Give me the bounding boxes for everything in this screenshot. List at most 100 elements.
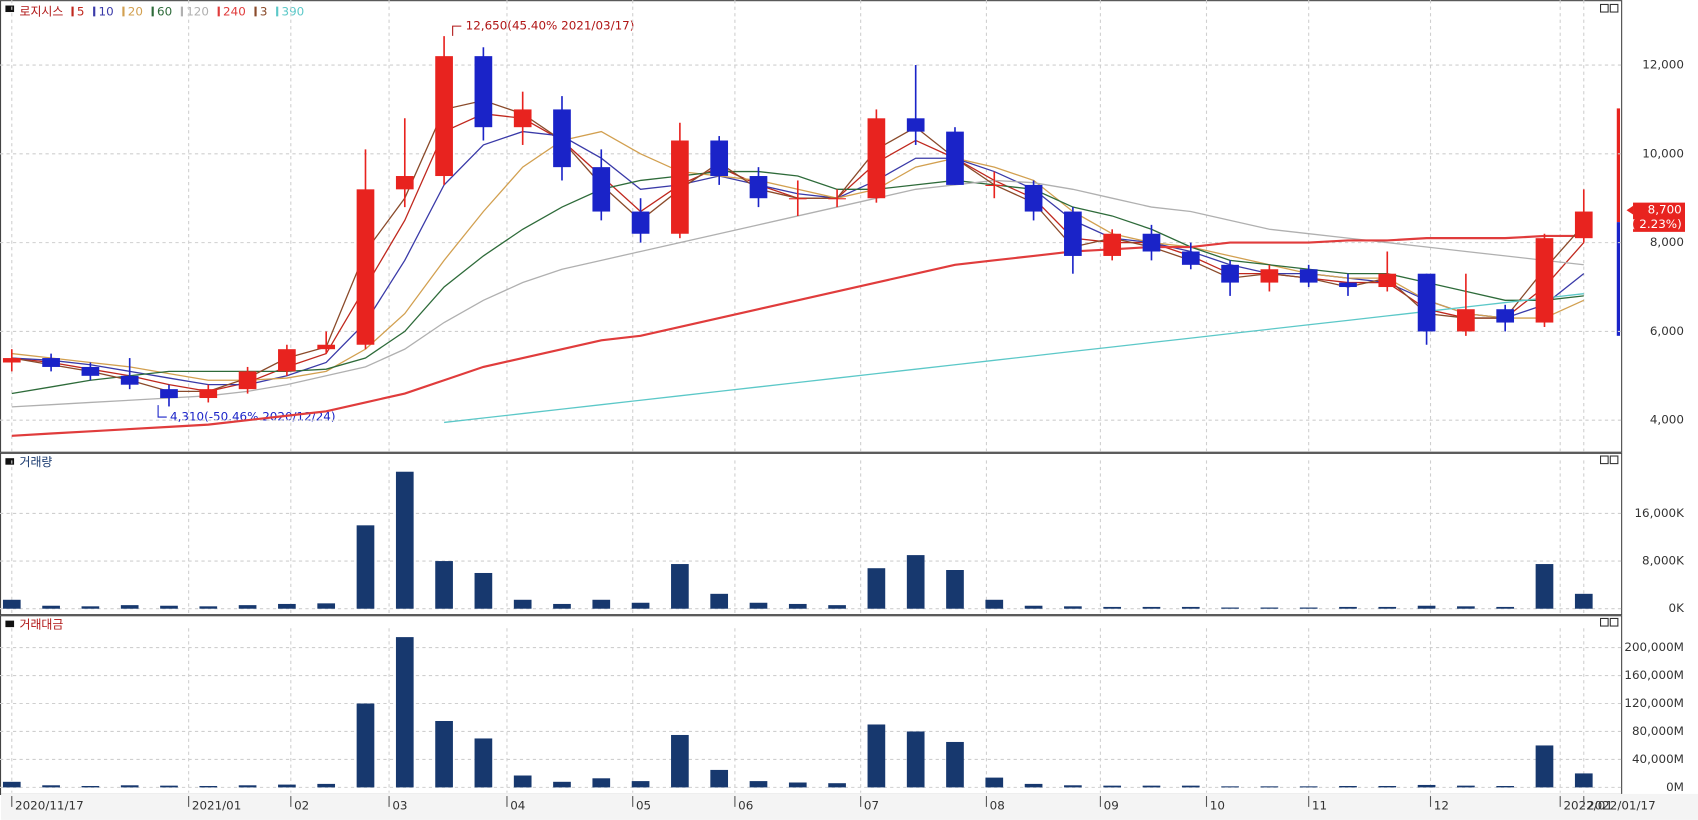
x-tick-label: 07: [864, 798, 879, 812]
last-price: 8,700: [1648, 203, 1682, 217]
date-strip: [1, 793, 1698, 820]
button[interactable]: [1609, 455, 1619, 465]
legend-swatch: [71, 6, 74, 17]
bar: [1064, 606, 1082, 609]
bar: [1457, 606, 1475, 609]
candle-body: [1496, 309, 1515, 323]
legend-swatch: [122, 6, 125, 17]
bar: [1339, 785, 1357, 788]
y-tick-label: 40,000M: [1632, 752, 1684, 766]
x-tick-label: 04: [510, 798, 525, 812]
bar: [395, 471, 414, 609]
candle-body: [788, 198, 807, 200]
bar: [1496, 785, 1515, 788]
y-tick-label: 160,000M: [1624, 668, 1684, 682]
bar: [395, 637, 414, 788]
ma-line: [11, 170, 1584, 395]
y-tick-label: 12,000: [1642, 58, 1684, 72]
button[interactable]: [1599, 455, 1609, 465]
candle-body: [553, 109, 571, 168]
ma-line: [11, 234, 1584, 437]
bar: [1299, 607, 1318, 609]
x-tick-label: 10: [1210, 798, 1225, 812]
annotation: 4,310(-50.46% 2020/12/24): [170, 410, 335, 424]
bar: [592, 599, 611, 609]
y-tick-label: 8,000K: [1642, 554, 1685, 568]
candle-body: [238, 371, 257, 390]
bar: [788, 603, 807, 609]
legend-label: 60: [157, 5, 172, 19]
bar: [1457, 785, 1475, 788]
bar: [1103, 606, 1122, 609]
bar: [867, 724, 886, 788]
bar: [1181, 785, 1200, 788]
bar: [474, 738, 493, 788]
y-tick-label: 10,000: [1642, 146, 1684, 160]
candle-body: [278, 349, 296, 372]
y-tick-label: 16,000K: [1634, 506, 1685, 520]
candle-body: [1574, 211, 1593, 239]
y-tick-label: 0K: [1669, 601, 1686, 615]
y-tick-label: 120,000M: [1624, 696, 1684, 710]
legend-swatch: [180, 6, 183, 17]
candle-body: [160, 389, 178, 399]
legend-label: 240: [223, 5, 246, 19]
bar: [710, 769, 729, 788]
candle-body: [1339, 282, 1357, 288]
range-bar-down: [1616, 222, 1621, 336]
bar: [278, 603, 296, 609]
button[interactable]: [1599, 3, 1609, 13]
legend-label: 20: [128, 5, 143, 19]
candle-body: [120, 375, 139, 385]
candle-body: [946, 131, 964, 185]
y-tick-label: 6,000: [1650, 324, 1684, 338]
bar: [199, 785, 218, 788]
candle-body: [81, 366, 100, 376]
button[interactable]: [1609, 3, 1619, 13]
bar: [985, 777, 1004, 788]
candle-body: [317, 344, 336, 350]
x-tick-label: 2022/01/17: [1587, 798, 1656, 812]
y-tick-label: 4,000: [1650, 413, 1684, 427]
bar: [1142, 785, 1161, 788]
price-panel: [0, 0, 1623, 453]
bar: [1103, 785, 1122, 788]
panel-icon: [5, 620, 15, 628]
button[interactable]: [1609, 617, 1619, 627]
last-price-pointer: [1626, 205, 1634, 215]
candle-body: [1299, 269, 1318, 283]
bar: [631, 602, 650, 609]
bar: [1339, 606, 1357, 609]
candle-body: [42, 358, 60, 367]
candle-body: [749, 176, 768, 199]
button[interactable]: [1599, 617, 1609, 627]
candle-body: [631, 211, 650, 234]
candle-body: [1142, 233, 1161, 252]
bar: [1181, 606, 1200, 609]
bar: [906, 555, 925, 609]
candle-body: [1535, 238, 1554, 323]
bar: [671, 564, 689, 609]
bar: [828, 783, 846, 788]
last-price-box: [1633, 202, 1686, 232]
bar: [1064, 785, 1082, 788]
bar: [474, 572, 493, 609]
chart-title: 로지시스: [19, 5, 63, 19]
bar: [906, 731, 925, 788]
bar: [1142, 606, 1161, 609]
bar: [946, 569, 964, 609]
x-tick-label: 05: [636, 798, 651, 812]
bar: [1260, 607, 1279, 609]
bar: [946, 741, 964, 788]
x-tick-label: 2020/11/17: [15, 798, 84, 812]
x-tick-label: 02: [294, 798, 309, 812]
bar: [1574, 593, 1593, 609]
x-tick-label: 08: [990, 798, 1005, 812]
candle-body: [1378, 273, 1397, 288]
candle-body: [1181, 251, 1200, 265]
legend-swatch: [217, 6, 220, 17]
candle-body: [1457, 309, 1475, 332]
bar: [828, 605, 846, 609]
